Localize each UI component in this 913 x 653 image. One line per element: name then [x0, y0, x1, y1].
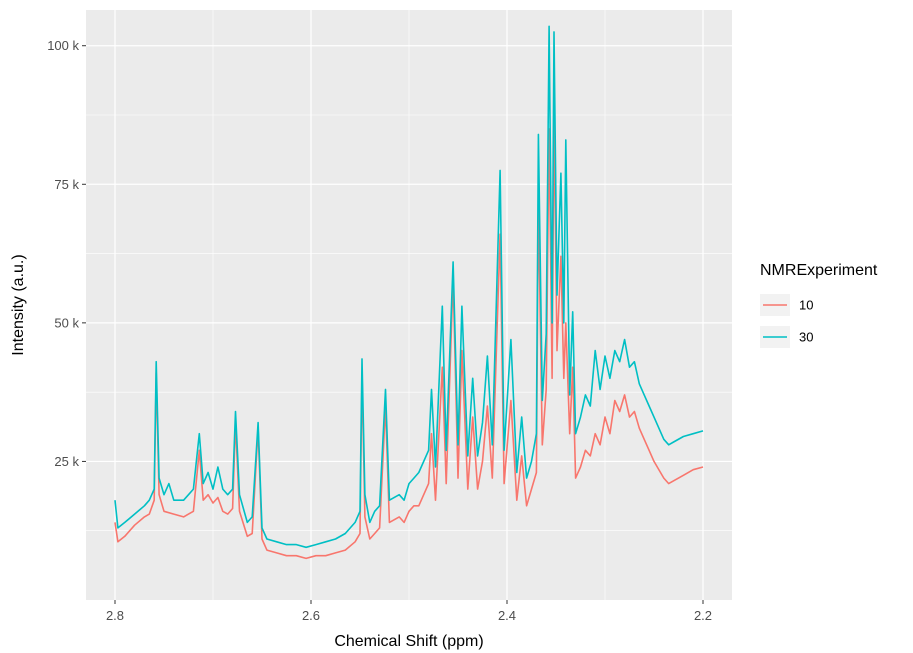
legend-label-10: 10 [799, 298, 813, 313]
y-axis-title: Intensity (a.u.) [10, 254, 27, 355]
y-tick-label: 50 k [54, 315, 79, 330]
y-axis: 25 k 50 k 75 k 100 k [47, 38, 86, 469]
legend-title: NMRExperiment [760, 262, 878, 279]
major-gridlines [86, 10, 732, 600]
x-tick-label: 2.6 [302, 608, 320, 623]
x-axis: 2.8 2.6 2.4 2.2 [106, 600, 712, 623]
series-line-10 [114, 111, 704, 560]
x-axis-title: Chemical Shift (ppm) [334, 633, 483, 650]
minor-gridlines [86, 10, 732, 600]
x-tick-label: 2.4 [498, 608, 516, 623]
y-tick-label: 25 k [54, 454, 79, 469]
legend-items: 10 30 [760, 294, 813, 348]
x-tick-label: 2.8 [106, 608, 124, 623]
x-tick-label: 2.2 [694, 608, 712, 623]
y-tick-label: 100 k [47, 38, 79, 53]
legend-label-30: 30 [799, 330, 813, 345]
series-layer [114, 25, 704, 560]
y-tick-label: 75 k [54, 177, 79, 192]
series-line-30 [114, 25, 704, 549]
legend: NMRExperiment 10 30 [760, 262, 878, 348]
